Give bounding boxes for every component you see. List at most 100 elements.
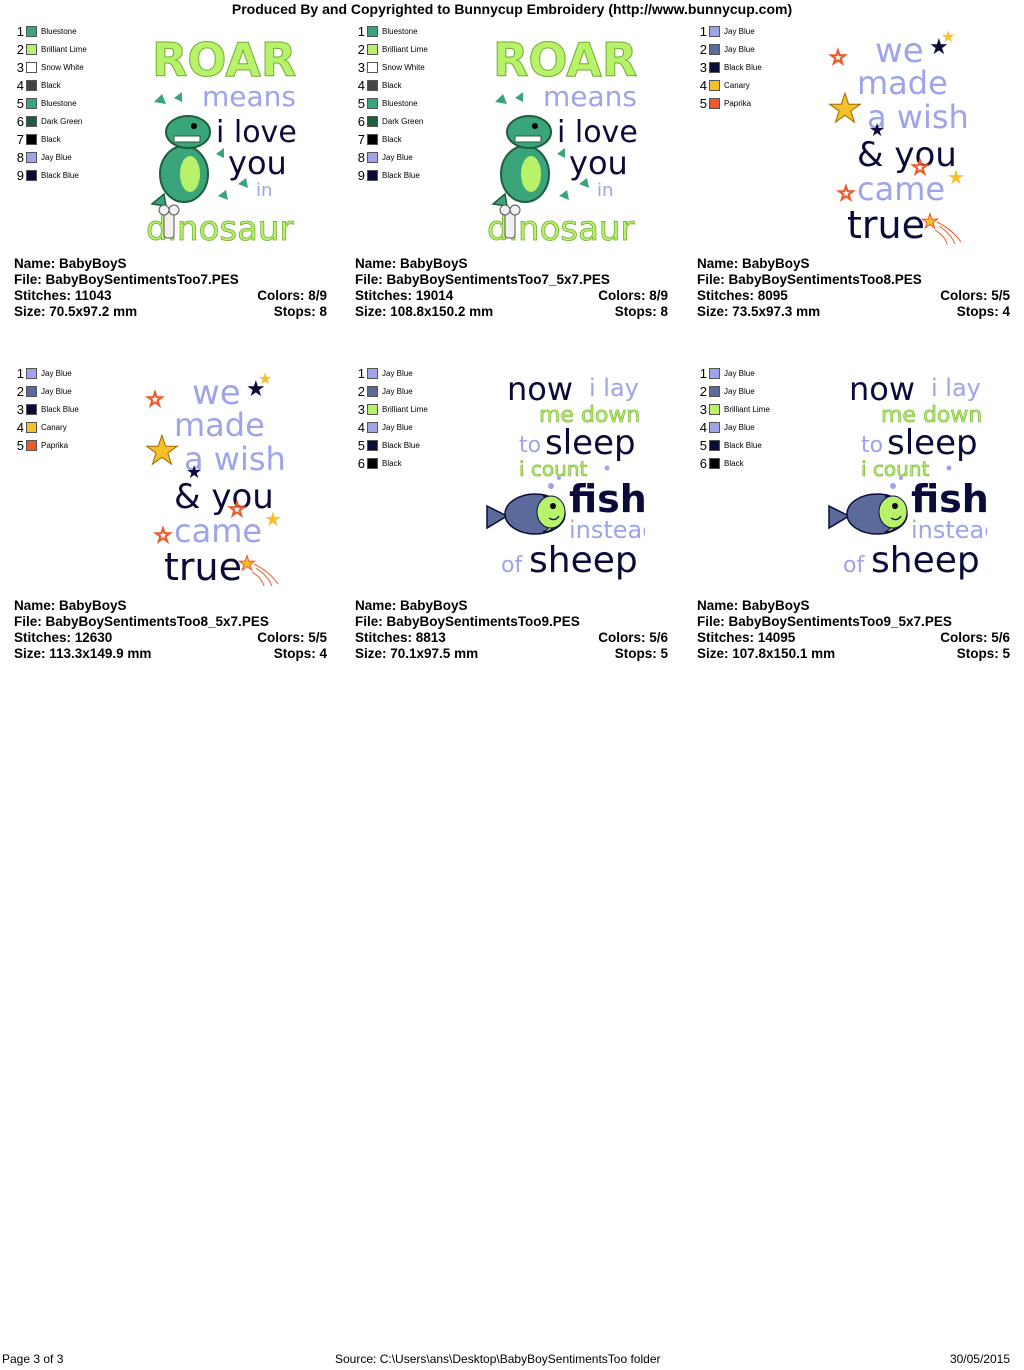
svg-text:★: ★ xyxy=(258,371,272,388)
thread-color-swatch xyxy=(26,440,37,451)
thread-name: Canary xyxy=(724,81,750,90)
thread-legend-row: 7 Black xyxy=(14,132,154,150)
thread-name: Black xyxy=(41,135,61,144)
art-text-came: came xyxy=(174,512,262,550)
design-info: Name: BabyBoyS File: BabyBoySentimentsTo… xyxy=(355,256,668,320)
thread-color-swatch xyxy=(367,440,378,451)
thread-legend-row: 1 Jay Blue xyxy=(14,366,154,384)
thread-legend-row: 4 Black xyxy=(355,78,495,96)
shooting-star-trail-icon xyxy=(934,221,962,245)
thread-color-swatch xyxy=(367,404,378,415)
thread-color-swatch xyxy=(709,458,720,469)
art-text-to: to xyxy=(519,433,541,458)
art-text-and-you: & you xyxy=(857,135,957,175)
art-text-a-wish: a wish xyxy=(867,98,969,136)
art-text-we: we xyxy=(875,31,924,71)
thread-number: 9 xyxy=(357,168,365,183)
thread-legend-row: 4 Canary xyxy=(14,420,154,438)
thread-name: Brilliant Lime xyxy=(382,405,428,414)
design-name: Name: BabyBoyS xyxy=(355,256,468,271)
thread-number: 2 xyxy=(357,384,365,399)
thread-legend-row: 6 Black xyxy=(355,456,495,474)
art-text-in: in xyxy=(256,180,272,201)
thread-color-swatch xyxy=(709,44,720,55)
thread-number: 9 xyxy=(16,168,24,183)
design-artwork: now i lay me down to sleep i count fish … xyxy=(827,366,1000,586)
thread-legend-row: 3 Brilliant Lime xyxy=(697,402,837,420)
svg-text:☆: ☆ xyxy=(146,389,164,411)
thread-number: 5 xyxy=(357,438,365,453)
thread-legend-row: 9 Black Blue xyxy=(355,168,495,186)
art-text-came: came xyxy=(857,170,945,208)
thread-number: 3 xyxy=(357,402,365,417)
thread-legend-row: 9 Black Blue xyxy=(14,168,154,186)
art-text-instead: instead xyxy=(569,516,645,544)
design-card: 1 Jay Blue 2 Jay Blue 3 Brilliant Lime 4… xyxy=(355,366,675,666)
thread-legend-row: 2 Jay Blue xyxy=(14,384,154,402)
thread-name: Snow White xyxy=(382,63,425,72)
svg-text:☆: ☆ xyxy=(228,499,246,521)
thread-number: 6 xyxy=(357,456,365,471)
thread-number: 7 xyxy=(16,132,24,147)
art-text-fish: fish xyxy=(569,477,645,521)
thread-name: Black Blue xyxy=(41,405,79,414)
thread-legend-row: 4 Jay Blue xyxy=(355,420,495,438)
art-text-sleep: sleep xyxy=(887,423,978,463)
design-size: Size: 73.5x97.3 mm xyxy=(697,304,821,319)
svg-text:★: ★ xyxy=(929,34,949,59)
design-stops: Stops: 4 xyxy=(956,304,1010,319)
thread-color-swatch xyxy=(367,368,378,379)
art-text-and-you: & you xyxy=(174,477,274,517)
thread-name: Jay Blue xyxy=(382,153,413,162)
art-text-you: you xyxy=(569,144,628,182)
fish-sleep-artwork: now i lay me down to sleep i count fish … xyxy=(486,370,658,581)
thread-number: 1 xyxy=(16,24,24,39)
thread-color-swatch xyxy=(26,44,37,55)
leaf-icons xyxy=(495,92,589,200)
design-stitches: Stitches: 11043 xyxy=(14,288,112,303)
design-file: File: BabyBoySentimentsToo8.PES xyxy=(697,272,922,287)
design-info: Name: BabyBoyS File: BabyBoySentimentsTo… xyxy=(14,598,327,662)
art-text-i-love: i love xyxy=(216,115,297,150)
thread-name: Bluestone xyxy=(41,99,77,108)
thread-legend-row: 1 Jay Blue xyxy=(697,24,837,42)
bubble-icons xyxy=(548,465,610,489)
thread-color-swatch xyxy=(26,26,37,37)
thread-name: Brilliant Lime xyxy=(724,405,770,414)
thread-color-swatch xyxy=(26,170,37,181)
thread-name: Black xyxy=(724,459,744,468)
bone-icon xyxy=(158,204,180,239)
design-stops: Stops: 8 xyxy=(273,304,327,319)
thread-legend-row: 2 Jay Blue xyxy=(355,384,495,402)
thread-legend-row: 5 Bluestone xyxy=(14,96,154,114)
svg-text:★: ★ xyxy=(264,509,282,531)
footer-date: 30/05/2015 xyxy=(949,1352,1010,1366)
design-stops: Stops: 8 xyxy=(614,304,668,319)
thread-name: Black Blue xyxy=(382,171,420,180)
thread-color-swatch xyxy=(709,98,720,109)
fish-icon xyxy=(486,493,566,535)
roar-dinosaur-artwork: ROAR means i love you in dinosaur xyxy=(487,33,638,250)
thread-number: 6 xyxy=(16,114,24,129)
thread-name: Jay Blue xyxy=(724,369,755,378)
thread-number: 2 xyxy=(699,42,707,57)
thread-name: Jay Blue xyxy=(382,369,413,378)
art-text-made: made xyxy=(174,406,265,444)
footer-source-path: Source: C:\Users\ans\Desktop\BabyBoySent… xyxy=(335,1352,661,1366)
design-size: Size: 70.5x97.2 mm xyxy=(14,304,138,319)
design-info: Name: BabyBoyS File: BabyBoySentimentsTo… xyxy=(697,598,1010,662)
thread-color-swatch xyxy=(26,116,37,127)
thread-number: 8 xyxy=(16,150,24,165)
thread-name: Snow White xyxy=(41,63,84,72)
thread-color-swatch xyxy=(367,170,378,181)
design-stitches: Stitches: 8095 xyxy=(697,288,788,303)
art-text-made: made xyxy=(857,64,948,102)
thread-number: 6 xyxy=(699,456,707,471)
thread-number: 3 xyxy=(699,60,707,75)
design-card: 1 Bluestone 2 Brilliant Lime 3 Snow Whit… xyxy=(355,24,675,324)
thread-name: Jay Blue xyxy=(382,387,413,396)
art-text-now: now xyxy=(849,370,915,408)
design-colors: Colors: 5/6 xyxy=(598,630,668,645)
design-colors: Colors: 8/9 xyxy=(257,288,327,303)
art-text-means: means xyxy=(202,80,296,113)
